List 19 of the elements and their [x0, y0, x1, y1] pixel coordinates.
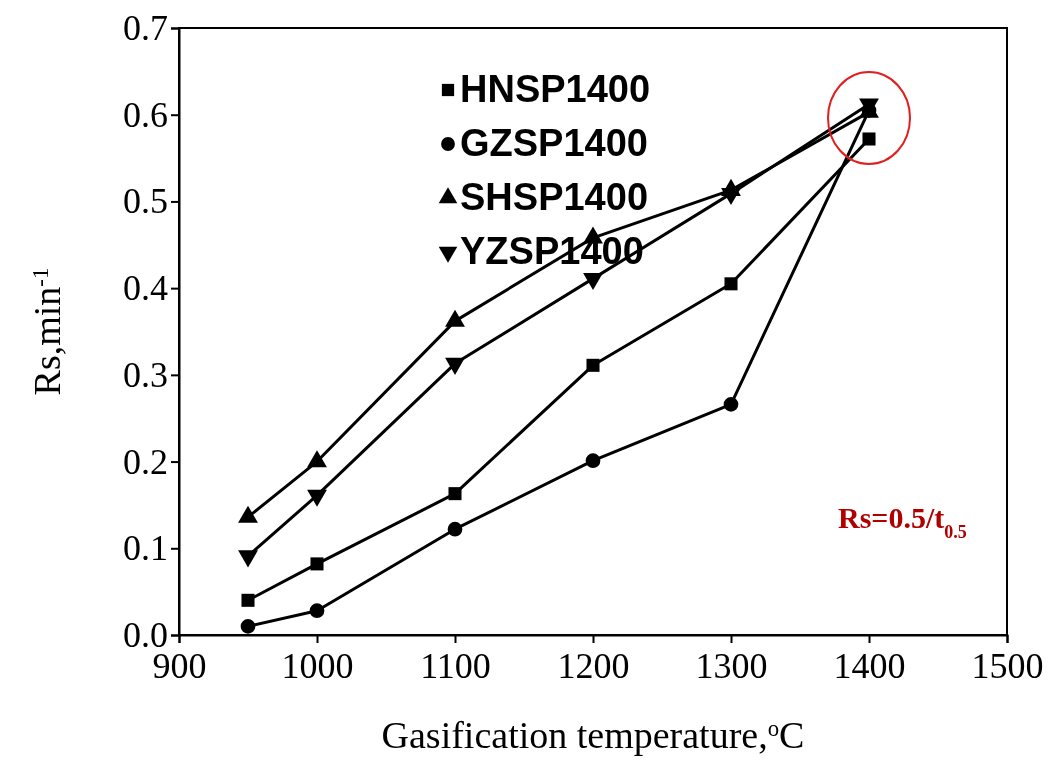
x-tick-label: 900 — [152, 646, 207, 687]
x-tick-label: 1400 — [833, 646, 906, 687]
y-tick-label: 0.3 — [123, 354, 168, 395]
legend-label: HNSP1400 — [460, 68, 651, 110]
y-tick-label: 0.6 — [123, 94, 168, 135]
x-tick-label: 1500 — [971, 646, 1044, 687]
x-axis-title: Gasification temperature,$^{o}$C — [381, 714, 805, 756]
legend-label: SHSP1400 — [460, 176, 649, 218]
y-tick-label: 0.5 — [123, 181, 168, 222]
y-tick-label: 0.1 — [123, 528, 168, 569]
y-tick-label: 0.4 — [123, 268, 168, 309]
y-tick-label: 0.7 — [123, 8, 168, 49]
x-tick-label: 1100 — [420, 646, 491, 687]
x-tick-label: 1300 — [695, 646, 768, 687]
annotation: Rs=0.5/t$_{0.5}$ — [838, 501, 967, 542]
y-tick-label: 0.2 — [123, 441, 168, 482]
legend-label: GZSP1400 — [460, 122, 648, 164]
x-tick-label: 1200 — [557, 646, 630, 687]
x-tick-label: 1000 — [281, 646, 354, 687]
